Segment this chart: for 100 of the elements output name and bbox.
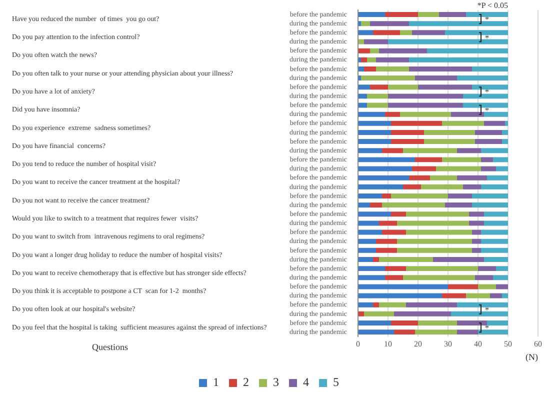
bar xyxy=(415,76,457,81)
bar xyxy=(463,184,481,190)
bar xyxy=(487,175,508,180)
bar xyxy=(505,120,508,126)
bar xyxy=(376,248,397,253)
bar xyxy=(424,130,475,135)
legend-label: 3 xyxy=(273,375,279,390)
bar xyxy=(484,120,505,126)
bar xyxy=(358,302,373,308)
bar xyxy=(358,112,385,117)
bar xyxy=(481,166,496,172)
bar xyxy=(361,57,367,62)
bar xyxy=(373,256,379,262)
bar xyxy=(364,39,388,44)
bar xyxy=(472,193,508,198)
annotation: * xyxy=(485,33,489,42)
bar xyxy=(502,139,508,144)
bar xyxy=(358,238,376,244)
bar xyxy=(358,157,415,162)
bar xyxy=(388,84,418,90)
bar xyxy=(490,293,502,298)
bar xyxy=(457,302,508,308)
bar xyxy=(382,193,391,198)
bar xyxy=(442,293,466,298)
bar xyxy=(481,230,508,235)
x-tick-label: 20 xyxy=(414,339,422,348)
bar xyxy=(415,157,442,162)
bar xyxy=(451,311,508,316)
bar xyxy=(358,256,373,262)
bar xyxy=(502,130,508,135)
bar xyxy=(472,238,481,244)
bar xyxy=(358,120,391,126)
bar xyxy=(415,330,457,335)
bar xyxy=(463,102,508,108)
bar xyxy=(358,220,379,226)
bar xyxy=(484,256,508,262)
bar xyxy=(358,48,370,54)
bar xyxy=(424,139,475,144)
bar xyxy=(397,220,469,226)
bar xyxy=(409,175,430,180)
bar xyxy=(409,57,508,62)
bar xyxy=(472,84,508,90)
bar xyxy=(472,248,481,253)
bar xyxy=(493,157,508,162)
bar xyxy=(385,266,406,272)
text: Questions xyxy=(92,342,128,352)
bar xyxy=(445,202,472,208)
bar xyxy=(358,320,391,326)
bar xyxy=(487,320,508,326)
annotation: * xyxy=(485,15,489,24)
bar xyxy=(400,30,412,36)
bar xyxy=(409,21,508,26)
bar xyxy=(502,293,508,298)
bar xyxy=(397,248,472,253)
bar xyxy=(382,148,403,154)
bar xyxy=(484,212,508,217)
bar xyxy=(418,12,439,18)
bar xyxy=(367,102,388,108)
bar xyxy=(358,102,367,108)
bar xyxy=(358,311,364,316)
legend-label: 4 xyxy=(303,375,309,390)
bar xyxy=(481,184,508,190)
bar xyxy=(388,102,463,108)
bar xyxy=(370,48,379,54)
bar xyxy=(409,66,472,72)
bar xyxy=(358,148,382,154)
bar xyxy=(472,202,508,208)
bar xyxy=(496,266,508,272)
bar xyxy=(391,193,448,198)
bar xyxy=(379,302,406,308)
bar xyxy=(478,266,496,272)
bar xyxy=(484,220,508,226)
bar xyxy=(373,30,400,36)
bar xyxy=(358,166,412,172)
bar xyxy=(361,21,370,26)
bar xyxy=(370,202,382,208)
bar xyxy=(364,311,394,316)
bar xyxy=(358,284,448,290)
bar xyxy=(403,275,475,280)
bar xyxy=(376,66,409,72)
bar xyxy=(406,302,457,308)
bar xyxy=(376,238,397,244)
bar xyxy=(358,175,409,180)
legend-label: 5 xyxy=(333,375,339,390)
bar xyxy=(496,166,508,172)
bar xyxy=(358,248,376,253)
annotation: * xyxy=(485,305,489,314)
bar xyxy=(406,266,478,272)
bar xyxy=(457,175,487,180)
legend-label: 2 xyxy=(243,375,249,390)
bar xyxy=(358,184,403,190)
bar xyxy=(433,256,484,262)
bar xyxy=(391,320,418,326)
bar xyxy=(481,248,508,253)
bar xyxy=(430,175,457,180)
bar xyxy=(358,39,364,44)
bar xyxy=(370,84,388,90)
bar xyxy=(457,320,487,326)
bar xyxy=(418,84,472,90)
bar xyxy=(358,275,385,280)
